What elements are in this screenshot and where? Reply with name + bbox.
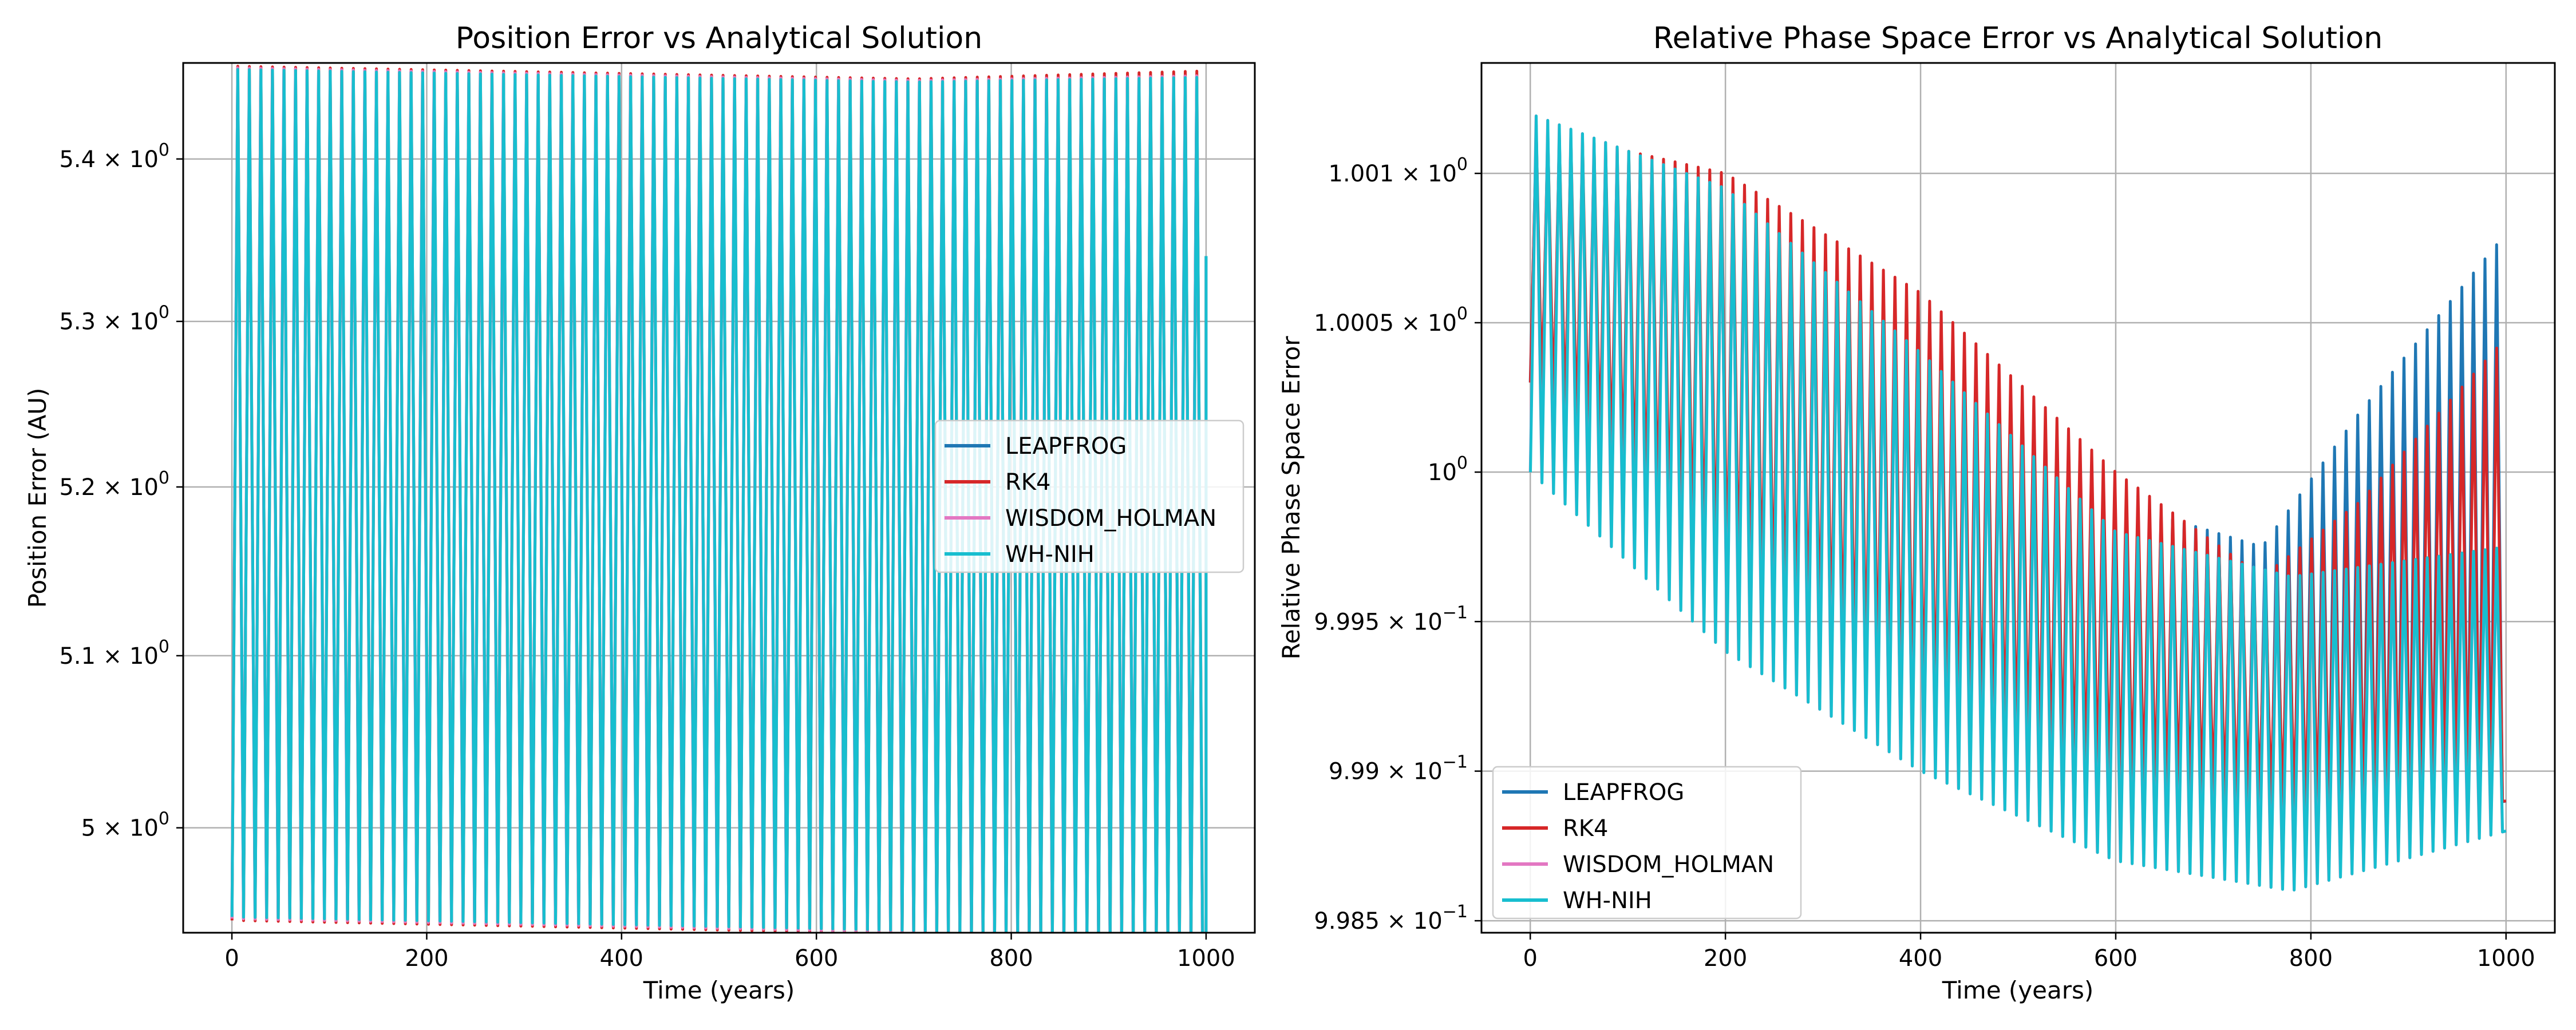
y-tick-label: 5.3 × 100 xyxy=(59,303,169,335)
legend-box xyxy=(1492,766,1802,920)
y-tick-label: 9.985 × 10−1 xyxy=(1314,902,1468,934)
y-tick-label: 5.4 × 100 xyxy=(59,140,169,173)
y-tick-label: 9.99 × 10−1 xyxy=(1329,752,1468,785)
left-x-axis-label: Time (years) xyxy=(643,976,795,1004)
x-tick-label: 600 xyxy=(795,945,838,972)
legend-label: WISDOM_HOLMAN xyxy=(1005,505,1216,532)
left-x-ticks: 0 200 400 600 800 1000 xyxy=(224,933,1235,972)
legend-label: LEAPFROG xyxy=(1563,779,1684,806)
right-chart: 0 200 400 600 800 1000 9.985 × 10−1 9.99 × 10−… xyxy=(1277,21,2556,1004)
left-plot-area xyxy=(230,65,1208,933)
x-tick-label: 400 xyxy=(600,945,643,972)
left-axes-frame xyxy=(182,62,1256,934)
x-tick-label: 1000 xyxy=(2477,945,2535,972)
left-chart: 0 200 400 600 800 1000 5 × 100 5.1 × 100 5.2 × … xyxy=(23,21,1256,1004)
right-x-ticks: 0 200 400 600 800 1000 xyxy=(1523,933,2535,972)
x-tick-label: 400 xyxy=(1899,945,1942,972)
y-tick-label: 1.001 × 100 xyxy=(1329,154,1468,187)
x-tick-label: 200 xyxy=(405,945,448,972)
x-tick-label: 800 xyxy=(2289,945,2333,972)
legend-label: WH-NIH xyxy=(1563,888,1652,914)
legend-label: LEAPFROG xyxy=(1005,433,1127,459)
y-tick-label: 9.995 × 10−1 xyxy=(1314,603,1468,635)
legend-label: RK4 xyxy=(1005,469,1050,496)
left-y-ticks: 5 × 100 5.1 × 100 5.2 × 100 5.3 × 100 5.4 × … xyxy=(59,140,183,842)
y-tick-label: 5.1 × 100 xyxy=(59,637,169,670)
right-y-ticks: 9.985 × 10−1 9.99 × 10−1 9.995 × 10−1 100 1.… xyxy=(1314,154,1481,934)
legend-box xyxy=(934,419,1244,573)
right-legend: LEAPFROG RK4 WISDOM_HOLMAN WH-NIH xyxy=(1492,766,1802,920)
right-axes-frame xyxy=(1480,62,2556,934)
legend-label: RK4 xyxy=(1563,815,1608,842)
right-chart-title: Relative Phase Space Error vs Analytical… xyxy=(1653,21,2383,56)
left-chart-title: Position Error vs Analytical Solution xyxy=(456,21,982,56)
series-line-wh-nih xyxy=(1529,114,2507,892)
x-tick-label: 200 xyxy=(1704,945,1747,972)
y-tick-label: 1.0005 × 100 xyxy=(1314,304,1468,336)
right-y-axis-label: Relative Phase Space Error xyxy=(1277,336,1305,660)
y-tick-label: 5 × 100 xyxy=(81,809,169,842)
y-tick-label: 100 xyxy=(1428,453,1468,486)
legend-label: WH-NIH xyxy=(1005,541,1095,568)
x-tick-label: 0 xyxy=(224,945,239,972)
x-tick-label: 800 xyxy=(989,945,1033,972)
x-tick-label: 1000 xyxy=(1177,945,1235,972)
y-tick-label: 5.2 × 100 xyxy=(59,468,169,501)
x-tick-label: 0 xyxy=(1523,945,1538,972)
right-plot-area xyxy=(1528,114,2507,892)
x-tick-label: 600 xyxy=(2094,945,2138,972)
left-y-axis-label: Position Error (AU) xyxy=(23,388,52,608)
right-x-axis-label: Time (years) xyxy=(1942,976,2094,1004)
left-legend: LEAPFROG RK4 WISDOM_HOLMAN WH-NIH xyxy=(934,419,1244,573)
legend-label: WISDOM_HOLMAN xyxy=(1563,851,1774,878)
series-line-wh-nih xyxy=(230,68,1208,933)
